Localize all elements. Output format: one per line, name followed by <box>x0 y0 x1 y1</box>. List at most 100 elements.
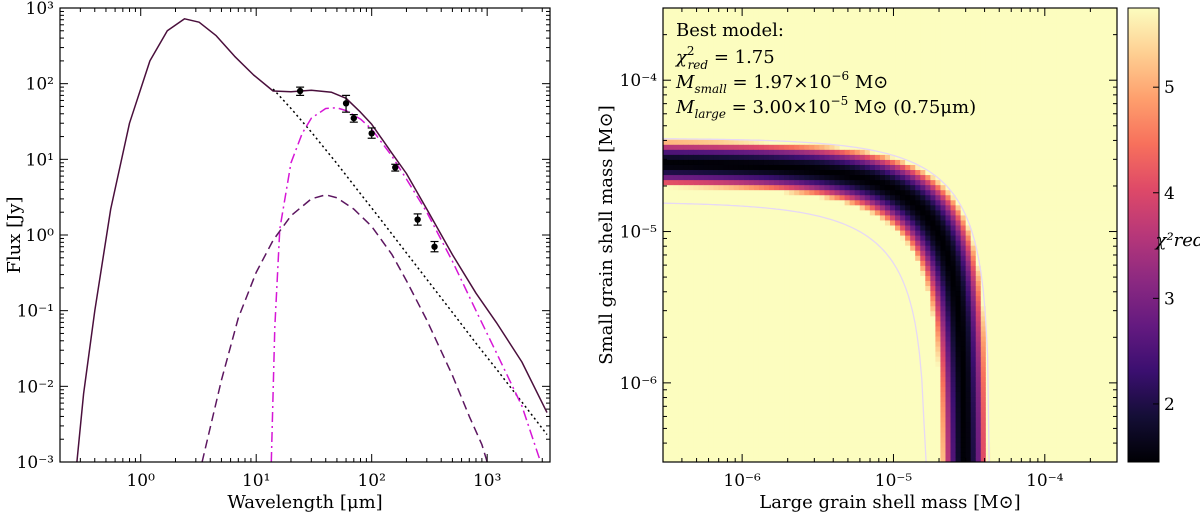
heatmap-cell <box>784 431 790 438</box>
heatmap-cell <box>884 431 891 438</box>
heatmap-cell <box>839 265 846 271</box>
heatmap-cell <box>779 335 785 342</box>
heatmap-cell <box>854 275 861 281</box>
heatmap-cell <box>703 255 709 261</box>
heatmap-cell <box>920 73 926 80</box>
heatmap-cell <box>834 240 841 246</box>
heatmap-cell <box>829 229 836 236</box>
heatmap-cell <box>723 98 730 105</box>
heatmap-cell <box>864 164 871 171</box>
heatmap-cell <box>713 58 720 65</box>
heatmap-cell <box>693 436 699 443</box>
heatmap-cell <box>688 426 694 433</box>
heatmap-cell <box>915 356 921 362</box>
heatmap-cell <box>733 154 740 160</box>
heatmap-cell <box>900 351 906 357</box>
heatmap-cell <box>809 426 815 433</box>
heatmap-cell <box>733 396 740 403</box>
heatmap-cell <box>753 381 760 387</box>
heatmap-cell <box>824 48 831 54</box>
heatmap-cell <box>773 406 780 413</box>
heatmap-cell <box>743 401 750 408</box>
heatmap-cell <box>773 270 780 276</box>
heatmap-cell <box>663 134 669 140</box>
heatmap-cell <box>794 124 800 130</box>
heatmap-cell <box>743 315 750 322</box>
heatmap-cell <box>678 93 684 100</box>
heatmap-cell <box>804 93 810 100</box>
heatmap-cell <box>683 300 689 307</box>
heatmap-cell <box>708 361 715 367</box>
heatmap-cell <box>678 235 684 241</box>
heatmap-cell <box>713 376 720 382</box>
heatmap-cell <box>768 179 775 186</box>
heatmap-cell <box>854 98 861 105</box>
heatmap-cell <box>794 159 800 165</box>
heatmap-cell <box>738 38 745 44</box>
heatmap-cell <box>768 174 775 181</box>
heatmap-cell <box>905 139 911 145</box>
heatmap-cell <box>693 144 699 150</box>
heatmap-cell <box>743 285 750 292</box>
heatmap-cell <box>900 93 906 100</box>
heatmap-cell <box>844 154 851 160</box>
heatmap-cell <box>758 436 765 443</box>
heatmap-cell <box>824 139 831 145</box>
heatmap-cell <box>693 290 699 297</box>
heatmap-cell <box>683 98 689 105</box>
heatmap-cell <box>920 149 926 155</box>
heatmap-cell <box>849 436 856 443</box>
heatmap-cell <box>718 411 725 418</box>
heatmap-cell <box>763 224 770 231</box>
heatmap-cell <box>678 103 684 110</box>
heatmap-cell <box>753 164 760 171</box>
heatmap-cell <box>668 305 674 312</box>
heatmap-cell <box>668 356 674 362</box>
heatmap-cell <box>698 78 704 85</box>
heatmap-cell <box>708 124 715 130</box>
heatmap-cell <box>703 285 709 292</box>
heatmap-cell <box>809 229 815 236</box>
heatmap-cell <box>668 204 674 211</box>
heatmap-cell <box>910 124 916 130</box>
heatmap-cell <box>794 386 800 392</box>
heatmap-cell <box>663 235 669 241</box>
heatmap-cell <box>708 93 715 100</box>
heatmap-cell <box>758 265 765 271</box>
heatmap-cell <box>874 265 881 271</box>
heatmap-cell <box>799 325 805 332</box>
heatmap-cell <box>768 270 775 276</box>
heatmap-cell <box>728 345 735 352</box>
heatmap-cell <box>844 63 851 70</box>
heatmap-cell <box>925 260 931 266</box>
heatmap-cell <box>839 174 846 181</box>
heatmap-cell <box>874 431 881 438</box>
heatmap-cell <box>668 88 674 95</box>
heatmap-cell <box>854 356 861 362</box>
heatmap-cell <box>728 325 735 332</box>
heatmap-cell <box>879 421 886 428</box>
heatmap-cell <box>900 240 906 246</box>
heatmap-cell <box>824 340 831 347</box>
heatmap-cell <box>784 129 790 135</box>
heatmap-cell <box>688 320 694 327</box>
heatmap-cell <box>900 406 906 413</box>
heatmap-cell <box>890 446 896 453</box>
heatmap-cell <box>733 149 740 155</box>
heatmap-cell <box>804 240 810 246</box>
heatmap-cell <box>718 361 725 367</box>
heatmap-cell <box>829 290 836 297</box>
heatmap-cell <box>723 446 730 453</box>
heatmap-cell <box>869 93 876 100</box>
heatmap-cell <box>849 33 856 39</box>
heatmap-cell <box>874 18 881 24</box>
heatmap-cell <box>890 411 896 418</box>
heatmap-cell <box>678 38 684 44</box>
heatmap-cell <box>668 245 674 251</box>
heatmap-cell <box>708 451 715 458</box>
heatmap-cell <box>844 139 851 145</box>
heatmap-cell <box>824 406 831 413</box>
heatmap-cell <box>708 320 715 327</box>
heatmap-cell <box>753 345 760 352</box>
heatmap-cell <box>728 270 735 276</box>
